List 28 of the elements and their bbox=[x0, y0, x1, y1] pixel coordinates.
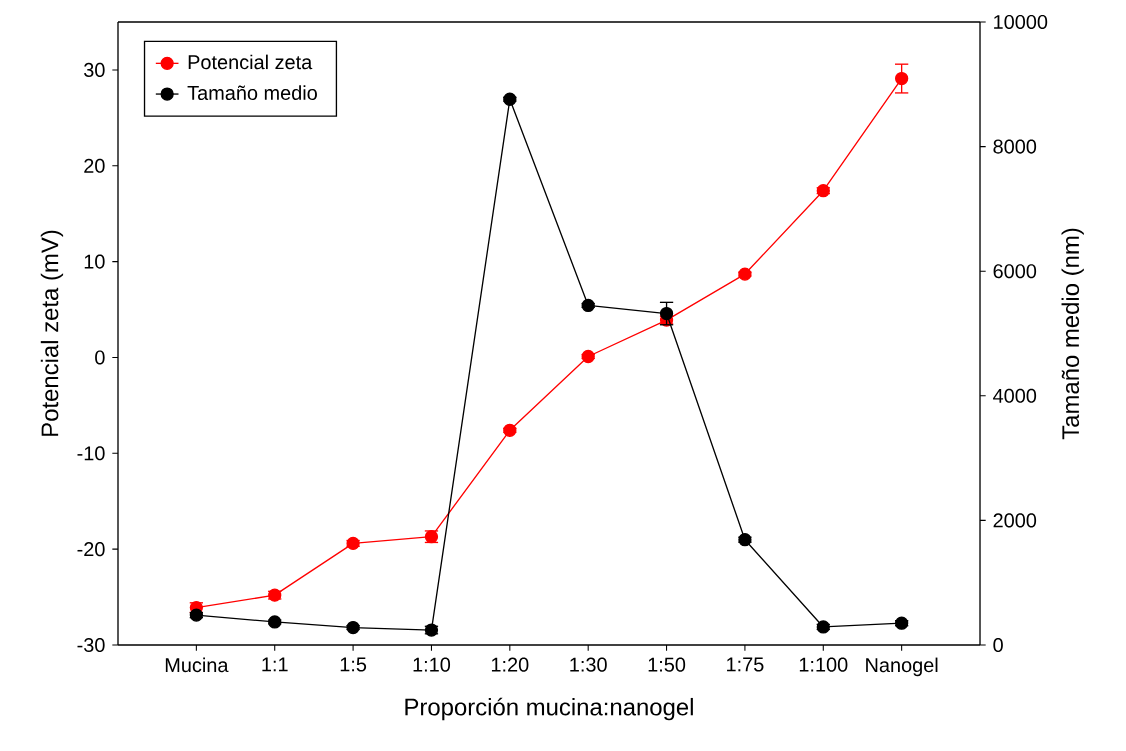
x-tick-label: 1:10 bbox=[413, 657, 451, 672]
y-tick-label: 10 bbox=[84, 254, 105, 269]
x-tick-label: 1:5 bbox=[340, 657, 367, 672]
x-tick-label: Mucina bbox=[165, 657, 229, 673]
y-axis-title: Potencial zeta (mV) bbox=[40, 230, 64, 436]
x-tick-label: 1:1 bbox=[262, 657, 288, 672]
y2-tick-label: 8000 bbox=[993, 139, 1037, 154]
x-tick-label: 1:20 bbox=[491, 657, 529, 672]
y-tick-label: 30 bbox=[84, 62, 105, 77]
x-tick-label: 1:75 bbox=[727, 657, 764, 672]
x-tick-label: 1:30 bbox=[570, 657, 607, 672]
y-tick-label: -20 bbox=[77, 542, 105, 557]
x-tick-label: Nanogel bbox=[866, 657, 938, 677]
x-tick-label: 1:50 bbox=[648, 657, 686, 672]
y-tick-label: -10 bbox=[77, 446, 105, 461]
y2-tick-label: 4000 bbox=[993, 388, 1037, 403]
legend-label: Potencial zeta bbox=[188, 54, 313, 70]
y2-tick-label: 6000 bbox=[993, 264, 1037, 279]
y2-tick-label: 0 bbox=[993, 637, 1003, 653]
y2-tick-label: 2000 bbox=[993, 513, 1037, 528]
x-axis-title: Proporción mucina:nanogel bbox=[405, 697, 693, 721]
y-tick-label: 20 bbox=[84, 158, 105, 173]
x-tick-label: 1:100 bbox=[799, 657, 848, 672]
y-tick-label: -30 bbox=[77, 637, 105, 653]
y2-tick-label: 10000 bbox=[994, 14, 1048, 30]
legend-label: Tamaño medio bbox=[187, 85, 317, 100]
y2-axis-title: Tamaño medio (nm) bbox=[1061, 228, 1084, 440]
y-tick-label: 0 bbox=[95, 350, 105, 365]
